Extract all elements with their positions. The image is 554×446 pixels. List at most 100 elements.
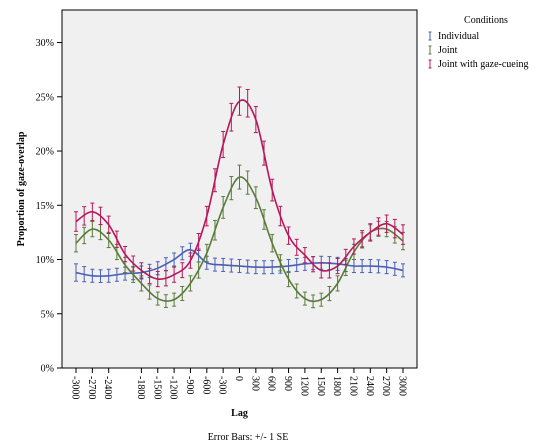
legend-joint-with-gaze-cueing: Joint with gaze-cueing	[428, 59, 529, 70]
y-tick-label: 0%	[41, 364, 54, 375]
series-joint-with-gaze-cueing-error-bar	[147, 267, 152, 285]
series-joint-with-gaze-cueing-error-bar	[82, 206, 87, 226]
series-layer	[74, 86, 405, 309]
series-joint-error-bar	[286, 270, 291, 288]
series-joint-with-gaze-cueing-error-bar	[180, 262, 185, 279]
series-individual-error-bar	[294, 257, 299, 272]
x-tick-label: 0	[233, 376, 244, 381]
series-individual-error-bar	[90, 268, 95, 283]
x-tick-label: 900	[282, 376, 293, 391]
series-joint-with-gaze-cueing	[74, 86, 405, 288]
series-joint-error-bar	[311, 294, 316, 309]
x-axis: -3000 -2700 -2400 -1800 -1500 -1200 -900 -600 -3…	[70, 368, 408, 399]
y-tick-label: 30%	[36, 38, 54, 49]
series-joint-error-bar	[90, 221, 95, 238]
series-individual-error-bar	[74, 263, 78, 282]
x-tick-label: 600	[266, 376, 277, 391]
series-joint-with-gaze-cueing-error-bar	[155, 270, 160, 288]
x-tick-label: 1200	[298, 376, 309, 396]
series-joint-with-gaze-cueing-error-bar	[196, 232, 201, 251]
series-individual-error-bar	[376, 259, 381, 274]
series-joint-error-bar	[221, 196, 226, 219]
series-joint-with-gaze-cueing-error-bar	[278, 205, 283, 227]
x-tick-label: -900	[184, 376, 195, 394]
series-joint-error-bar	[196, 261, 201, 279]
series-joint-with-gaze-cueing-error-bar	[139, 262, 144, 279]
x-tick-label: -1200	[168, 376, 179, 399]
series-joint-with-gaze-cueing-error-bar	[392, 218, 397, 239]
series-individual-error-bar	[401, 263, 405, 278]
y-axis: 0% 5% 10% 15% 20% 25% 30%	[36, 38, 62, 375]
series-joint-with-gaze-cueing-error-bar	[212, 168, 217, 193]
x-tick-label: -2700	[86, 376, 97, 399]
series-individual-error-bar	[114, 267, 119, 282]
series-joint-with-gaze-cueing-error-bar	[237, 86, 242, 116]
series-joint-error-bar	[147, 284, 152, 300]
series-joint-with-gaze-cueing-error-bar	[262, 140, 267, 166]
y-tick-label: 5%	[41, 309, 54, 320]
series-individual-error-bar	[106, 268, 111, 283]
x-tick-label: 3000	[397, 376, 408, 396]
x-tick-label: -600	[200, 376, 211, 394]
series-joint-with-gaze-cueing-error-bar	[270, 178, 275, 202]
series-joint-error-bar	[212, 219, 217, 241]
y-axis-title: Proportion of gaze-overlap	[16, 131, 27, 246]
series-joint-with-gaze-cueing-error-bar	[163, 270, 168, 287]
series-joint-with-gaze-cueing-error-bar	[114, 230, 119, 248]
series-joint-error-bar	[204, 243, 209, 263]
series-joint-error-bar	[82, 226, 87, 245]
legend-label: Joint	[438, 45, 458, 56]
series-joint-error-bar	[188, 275, 193, 292]
y-tick-label: 25%	[36, 92, 54, 103]
series-joint-with-gaze-cueing-error-bar	[401, 224, 405, 245]
series-individual-error-bar	[262, 260, 267, 275]
series-individual-error-bar	[237, 259, 242, 274]
series-joint-error-bar	[172, 292, 177, 307]
y-tick-label: 15%	[36, 201, 54, 212]
series-joint-with-gaze-cueing-error-bar	[131, 255, 136, 272]
series-joint-with-gaze-cueing-error-bar	[106, 215, 111, 234]
series-joint-with-gaze-cueing-error-bar	[368, 223, 373, 242]
series-joint-with-gaze-cueing-error-bar	[343, 248, 348, 265]
legend-individual: Individual	[428, 31, 479, 42]
series-joint-with-gaze-cueing-error-bar	[294, 238, 299, 256]
x-tick-label: 2100	[347, 376, 358, 396]
series-joint-with-gaze-cueing-error-bar	[123, 245, 128, 263]
series-joint-error-bar	[319, 292, 324, 307]
series-joint-with-gaze-cueing-error-bar	[245, 88, 250, 118]
y-tick-label: 10%	[36, 255, 54, 266]
series-individual-error-bar	[253, 260, 258, 275]
x-tick-label: 1500	[315, 376, 326, 396]
series-individual-error-bar	[270, 260, 275, 275]
x-axis-title: Lag	[231, 408, 248, 419]
series-individual-error-bar	[172, 252, 177, 267]
series-joint-error-bar	[302, 291, 307, 306]
series-joint-with-gaze-cueing-error-bar	[302, 247, 307, 264]
x-tick-label: -1800	[135, 376, 146, 399]
series-individual-error-bar	[180, 246, 185, 261]
series-individual-error-bar	[212, 257, 217, 272]
series-joint-error-bar	[74, 234, 78, 253]
series-joint-error-bar	[229, 176, 234, 201]
series-joint-error-bar	[270, 234, 275, 253]
series-joint-with-gaze-cueing-error-bar	[335, 257, 340, 275]
legend-label: Individual	[438, 31, 479, 42]
series-joint-with-gaze-cueing-error-bar	[311, 256, 316, 273]
legend: Conditions Individual Joint Joint with gaz…	[428, 15, 529, 70]
series-joint-with-gaze-cueing-error-bar	[229, 102, 234, 132]
series-joint-with-gaze-cueing-error-bar	[221, 131, 226, 159]
series-individual-error-bar	[360, 259, 365, 274]
series-joint-error-bar	[163, 294, 168, 308]
series-joint-with-gaze-cueing-error-bar	[204, 205, 209, 227]
series-joint-error-bar	[278, 254, 283, 272]
series-individual-error-bar	[384, 260, 389, 275]
series-joint-with-gaze-cueing-error-bar	[376, 217, 381, 236]
series-joint-error-bar	[335, 275, 340, 292]
legend-joint: Joint	[428, 45, 458, 56]
series-joint-with-gaze-cueing-error-bar	[384, 214, 389, 233]
series-joint-with-gaze-cueing-error-bar	[74, 211, 78, 232]
x-tick-label: -3000	[70, 376, 81, 399]
series-joint-error-bar	[180, 286, 185, 301]
series-joint-with-gaze-cueing-error-bar	[172, 266, 177, 283]
